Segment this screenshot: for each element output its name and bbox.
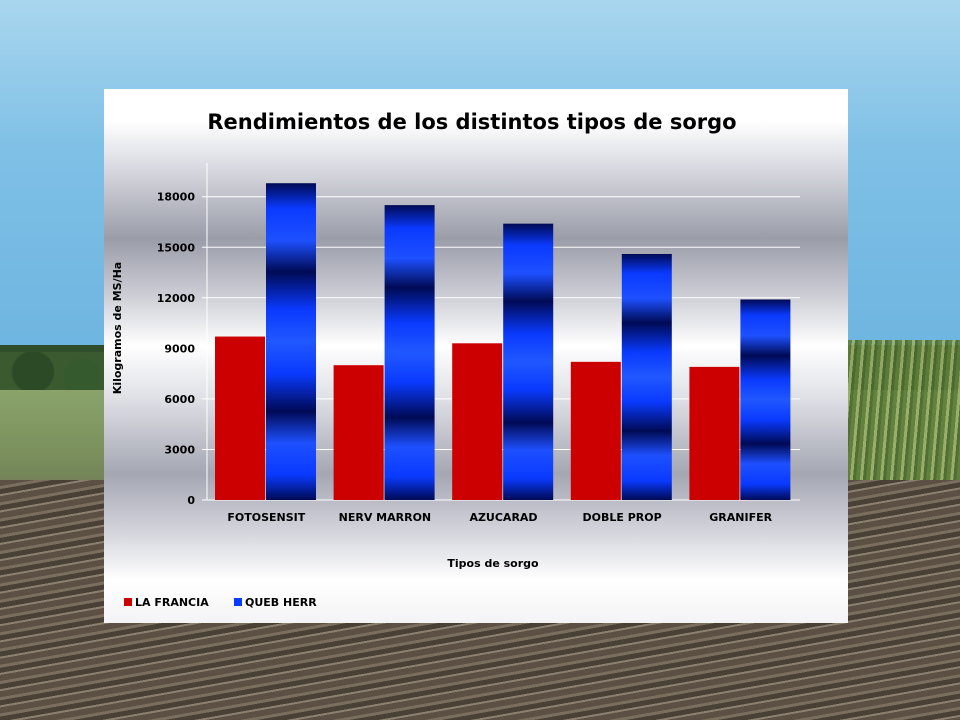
chart-title: Rendimientos de los distintos tipos de s… bbox=[207, 110, 736, 134]
x-tick-label: NERV MARRON bbox=[339, 511, 432, 524]
legend: LA FRANCIA QUEB HERR bbox=[124, 596, 317, 609]
legend-label: LA FRANCIA bbox=[135, 596, 209, 609]
y-axis-ticks: 0 3000 6000 9000 12000 15000 18000 bbox=[157, 191, 196, 507]
y-tick-label: 18000 bbox=[157, 191, 196, 204]
y-tick-label: 3000 bbox=[164, 443, 195, 456]
legend-label: QUEB HERR bbox=[245, 596, 317, 609]
bar-la-francia-nerv-marron bbox=[333, 365, 384, 500]
bar-chart: Rendimientos de los distintos tipos de s… bbox=[111, 110, 800, 609]
legend-swatch bbox=[124, 598, 132, 606]
x-tick-label: GRANIFER bbox=[709, 511, 772, 524]
bar-queb-herr-azucarad bbox=[503, 223, 554, 500]
y-tick-label: 9000 bbox=[164, 342, 195, 355]
y-tick-label: 15000 bbox=[157, 241, 196, 254]
x-axis-label: Tipos de sorgo bbox=[447, 557, 539, 570]
y-tick-label: 12000 bbox=[157, 292, 196, 305]
x-tick-label: AZUCARAD bbox=[469, 511, 537, 524]
legend-swatch bbox=[234, 598, 242, 606]
x-axis-ticks: FOTOSENSIT NERV MARRON AZUCARAD DOBLE PROP G… bbox=[227, 511, 772, 524]
bar-la-francia-doble-prop bbox=[570, 361, 621, 500]
y-axis-label: Kilogramos de MS/Ha bbox=[111, 262, 124, 394]
bar-la-francia-granifer bbox=[689, 366, 740, 500]
bars bbox=[215, 183, 791, 500]
x-tick-label: FOTOSENSIT bbox=[227, 511, 305, 524]
x-tick-label: DOBLE PROP bbox=[583, 511, 662, 524]
bar-la-francia-azucarad bbox=[452, 343, 503, 500]
bar-la-francia-fotosensit bbox=[215, 336, 265, 500]
bar-queb-herr-fotosensit bbox=[266, 183, 316, 500]
bar-queb-herr-doble-prop bbox=[621, 253, 672, 500]
chart-panel: Rendimientos de los distintos tipos de s… bbox=[104, 89, 848, 623]
bar-queb-herr-nerv-marron bbox=[384, 205, 435, 500]
bar-queb-herr-granifer bbox=[740, 299, 791, 500]
y-tick-label: 0 bbox=[187, 494, 195, 507]
y-tick-label: 6000 bbox=[164, 393, 195, 406]
